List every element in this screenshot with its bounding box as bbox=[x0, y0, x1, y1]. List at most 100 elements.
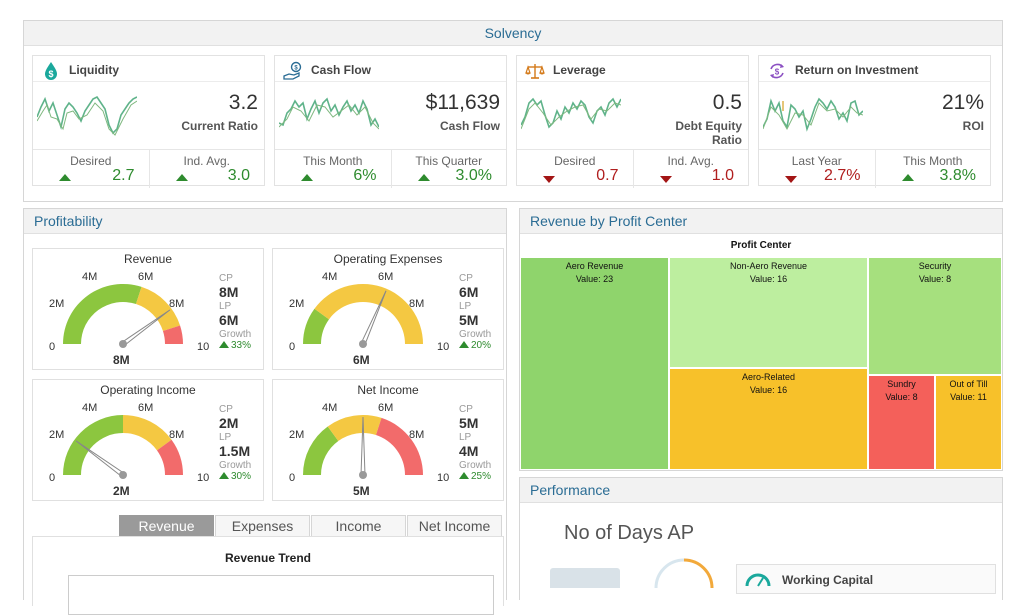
sparkline bbox=[521, 97, 621, 130]
gauge-tick-label: 8M bbox=[169, 298, 185, 310]
gauge-card[interactable]: Operating Expenses 0 2M 4M 6M 8M 10 6M CP 6M LP… bbox=[272, 248, 504, 370]
treemap-tile-value: Value: 23 bbox=[575, 274, 614, 284]
cp-label: CP bbox=[219, 273, 233, 284]
kpi-label: Debt Equity Ratio bbox=[675, 119, 742, 147]
kpi-value: 3.2 bbox=[228, 91, 258, 114]
lp-value: 1.5M bbox=[219, 443, 251, 459]
treemap-tile-name: Sundry bbox=[887, 379, 916, 389]
treemap-tile-name: Non-Aero Revenue bbox=[729, 261, 808, 271]
kpi-card-cash-flow[interactable]: $ Cash Flow $11,639 Cash Flow This Month 6… bbox=[274, 55, 507, 188]
gauge-tick-label: 6M bbox=[138, 402, 154, 414]
arrow-down-icon bbox=[785, 176, 797, 183]
gauge-band bbox=[156, 439, 183, 475]
gauge-tick-label: 6M bbox=[378, 271, 394, 283]
treemap-tile-value: Value: 8 bbox=[885, 392, 918, 402]
foot-value: 3.0 bbox=[227, 167, 250, 184]
arrow-up-icon bbox=[219, 472, 229, 479]
gauge-tick-label: 4M bbox=[82, 402, 98, 414]
working-capital-card[interactable]: Working Capital bbox=[736, 564, 996, 594]
growth-label: Growth bbox=[219, 460, 252, 471]
lp-label: LP bbox=[459, 301, 472, 312]
lp-value: 5M bbox=[459, 312, 479, 328]
gauge-card[interactable]: Net Income 0 2M 4M 6M 8M 10 5M CP 5M LP 4M Grow… bbox=[272, 379, 504, 501]
treemap-tile[interactable]: Security Value: 8 bbox=[868, 257, 1002, 375]
gauge-band bbox=[314, 284, 423, 344]
treemap-tile-name: Security bbox=[918, 261, 952, 271]
arrow-up-icon bbox=[301, 174, 313, 181]
tab-expenses[interactable]: Expenses bbox=[215, 515, 310, 537]
days-ap-bar bbox=[550, 568, 620, 588]
gauge-tick-label: 10 bbox=[197, 472, 210, 484]
svg-text:$: $ bbox=[775, 67, 780, 76]
kpi-label: ROI bbox=[962, 119, 984, 133]
lp-label: LP bbox=[219, 432, 232, 443]
treemap-tile[interactable]: Aero-Related Value: 16 bbox=[669, 368, 868, 470]
cp-label: CP bbox=[219, 404, 233, 415]
treemap-tile-value: Value: 16 bbox=[749, 385, 788, 395]
arrow-up-icon bbox=[59, 174, 71, 181]
foot-value: 3.8% bbox=[939, 167, 976, 184]
revenue-trend-title: Revenue Trend bbox=[224, 551, 312, 565]
gauge-dial bbox=[303, 415, 423, 479]
treemap-tile[interactable]: Sundry Value: 8 bbox=[868, 375, 935, 470]
treemap-header: Profit Center bbox=[730, 240, 792, 251]
gauge-band bbox=[327, 415, 382, 442]
foot-value: 0.7 bbox=[596, 167, 619, 184]
kpi-value: $11,639 bbox=[425, 91, 500, 114]
scale-icon bbox=[525, 63, 545, 79]
cp-label: CP bbox=[459, 273, 473, 284]
gauge-hub bbox=[119, 340, 127, 348]
foot-label: This Month bbox=[903, 154, 963, 168]
kpi-label: Cash Flow bbox=[439, 119, 500, 133]
arrow-down-icon bbox=[659, 176, 672, 183]
gauge-dial bbox=[303, 284, 423, 348]
kpi-card-leverage[interactable]: Leverage 0.5 Debt Equity Ratio Desired 0.… bbox=[516, 55, 749, 188]
foot-value: 2.7 bbox=[112, 167, 135, 184]
foot-label: This Month bbox=[303, 154, 363, 168]
dollar-cycle-icon: $ bbox=[770, 63, 784, 79]
growth-value: 30% bbox=[219, 471, 267, 483]
cp-value: 6M bbox=[459, 284, 479, 300]
gauge-band bbox=[63, 284, 142, 344]
gauge-card[interactable]: Operating Income 0 2M 4M 6M 8M 10 2M CP 2M LP 1… bbox=[32, 379, 264, 501]
cp-value: 5M bbox=[459, 415, 479, 431]
arrow-up-icon bbox=[219, 341, 229, 348]
foot-label: Ind. Avg. bbox=[183, 154, 230, 168]
foot-value: 2.7% bbox=[824, 167, 861, 184]
gauge-card[interactable]: Revenue 0 2M 4M 6M 8M 10 8M CP 8M LP 6M Growth … bbox=[32, 248, 264, 370]
kpi-title: Liquidity bbox=[69, 63, 119, 77]
treemap-tile[interactable]: Aero Revenue Value: 23 bbox=[520, 257, 669, 470]
arrow-up-icon bbox=[417, 174, 430, 181]
kpi-title: Leverage bbox=[553, 63, 606, 77]
gauge-band bbox=[135, 286, 181, 332]
gauge-hub bbox=[359, 471, 367, 479]
gauge-current-value: 2M bbox=[113, 484, 130, 498]
cp-label: CP bbox=[459, 404, 473, 415]
growth-label: Growth bbox=[459, 329, 492, 340]
kpi-value: 21% bbox=[941, 91, 984, 114]
gauge-tick-label: 2M bbox=[49, 298, 65, 310]
treemap-tile[interactable]: Non-Aero Revenue Value: 16 bbox=[669, 257, 868, 368]
gauge-tick-label: 10 bbox=[437, 472, 450, 484]
gauge-band bbox=[375, 417, 423, 475]
arrow-down-icon bbox=[543, 176, 555, 183]
tab-income[interactable]: Income bbox=[311, 515, 406, 537]
profitability-panel: Profitability Revenue 0 2M 4M 6M 8M 10 8M CP 8M… bbox=[23, 208, 507, 615]
growth-value: 20% bbox=[459, 340, 507, 352]
treemap-tile[interactable]: Out of Till Value: 11 bbox=[935, 375, 1002, 470]
tab-revenue[interactable]: Revenue bbox=[119, 515, 214, 537]
foot-label: This Quarter bbox=[415, 154, 483, 168]
gauge-tick-label: 0 bbox=[49, 472, 56, 484]
gauge-current-value: 5M bbox=[353, 484, 370, 498]
working-capital-label: Working Capital bbox=[782, 573, 874, 587]
kpi-card-liquidity[interactable]: $ Liquidity 3.2 Current Ratio Desired 2.7 … bbox=[32, 55, 265, 188]
lp-value: 4M bbox=[459, 443, 479, 459]
revenue-profit-center-panel: Revenue by Profit Center Profit Center A… bbox=[519, 208, 1003, 471]
growth-value: 25% bbox=[459, 471, 507, 483]
gauge-tick-label: 6M bbox=[138, 271, 154, 283]
tab-net-income[interactable]: Net Income bbox=[407, 515, 502, 537]
kpi-card-roi[interactable]: $ Return on Investment 21% ROI Last Year 2… bbox=[758, 55, 991, 188]
gauge-tick-label: 2M bbox=[49, 429, 65, 441]
foot-label: Desired bbox=[554, 154, 596, 168]
profitability-title: Profitability bbox=[24, 209, 506, 234]
